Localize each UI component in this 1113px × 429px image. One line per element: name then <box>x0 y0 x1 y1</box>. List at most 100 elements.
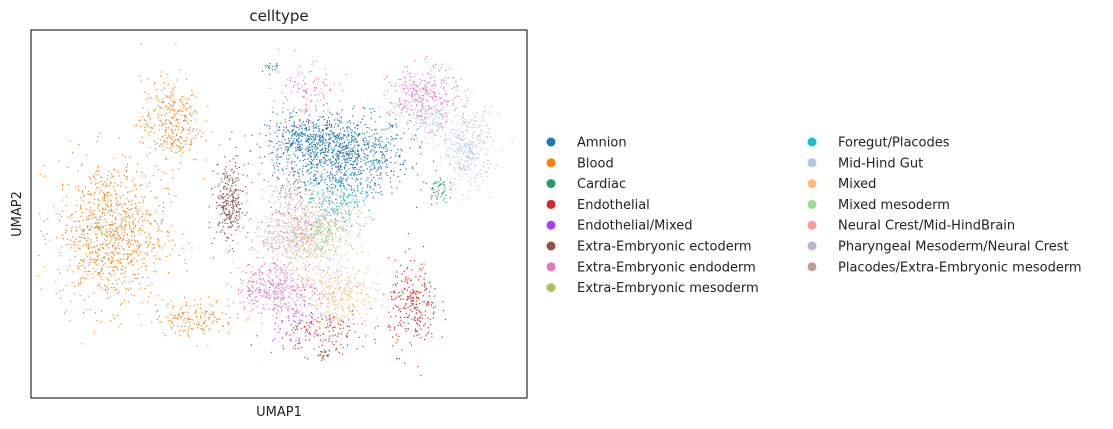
data-point <box>122 272 124 274</box>
data-point <box>399 156 401 158</box>
data-point <box>472 158 474 160</box>
data-point <box>255 289 257 291</box>
data-point <box>346 153 348 155</box>
data-point <box>313 153 315 155</box>
data-point <box>306 107 308 109</box>
data-point <box>140 175 142 177</box>
data-point <box>81 277 83 279</box>
data-point <box>427 72 429 74</box>
data-point <box>473 164 476 166</box>
data-point <box>182 330 185 332</box>
data-point <box>306 331 309 333</box>
data-point <box>333 210 335 212</box>
data-point <box>312 125 314 127</box>
data-point <box>167 107 170 109</box>
data-point <box>87 247 89 249</box>
data-point <box>323 130 325 132</box>
data-point <box>341 353 343 355</box>
data-point <box>335 138 337 141</box>
data-point <box>127 256 129 258</box>
data-point <box>418 101 420 103</box>
data-point <box>234 217 236 219</box>
data-point <box>231 185 233 187</box>
data-point <box>337 181 340 183</box>
data-point <box>184 119 186 121</box>
data-point <box>467 151 469 153</box>
data-point <box>84 267 86 269</box>
data-point <box>275 317 278 319</box>
data-point <box>138 233 140 235</box>
data-point <box>329 315 331 317</box>
data-point <box>293 80 295 83</box>
data-point <box>110 235 112 237</box>
data-point <box>281 291 283 293</box>
data-point <box>97 222 99 224</box>
data-point <box>86 226 88 229</box>
data-point <box>126 259 128 261</box>
data-point <box>324 84 326 86</box>
data-point <box>463 90 466 92</box>
data-point <box>284 121 286 123</box>
data-point <box>141 196 143 198</box>
data-point <box>100 310 102 312</box>
data-point <box>379 136 381 139</box>
data-point <box>326 103 328 105</box>
data-point <box>424 285 426 288</box>
data-point <box>70 214 73 216</box>
data-point <box>344 220 346 222</box>
data-point <box>285 131 287 133</box>
data-point <box>172 239 174 241</box>
data-point <box>197 322 199 324</box>
data-point <box>199 129 201 131</box>
data-point <box>101 233 103 236</box>
data-point <box>297 187 300 189</box>
data-point <box>335 159 337 161</box>
data-point <box>144 91 146 93</box>
data-point <box>187 129 189 131</box>
data-point <box>80 206 82 208</box>
data-point <box>339 143 341 145</box>
data-point <box>483 166 485 168</box>
data-point <box>277 282 280 284</box>
data-point <box>321 173 323 175</box>
data-point <box>158 145 161 147</box>
data-point <box>107 257 109 259</box>
data-point <box>298 275 300 277</box>
data-point <box>339 185 341 187</box>
data-point <box>471 158 473 160</box>
data-point <box>340 179 342 181</box>
data-point <box>313 174 315 176</box>
data-point <box>296 328 299 330</box>
data-point <box>426 111 428 113</box>
data-point <box>422 107 424 109</box>
data-point <box>313 179 316 182</box>
data-point <box>437 125 439 127</box>
data-point <box>344 159 346 161</box>
data-point <box>383 293 385 295</box>
data-point <box>81 212 83 214</box>
data-point <box>438 184 440 186</box>
data-point <box>343 202 345 204</box>
data-point <box>409 79 411 81</box>
data-point <box>329 317 331 320</box>
data-point <box>319 137 321 139</box>
data-point <box>99 273 101 275</box>
data-point <box>306 127 308 129</box>
data-point <box>317 355 319 357</box>
data-point <box>233 181 235 183</box>
data-point <box>337 162 339 165</box>
data-point <box>350 186 353 188</box>
data-point <box>297 325 299 327</box>
data-point <box>461 139 463 141</box>
data-point <box>297 133 299 135</box>
data-point <box>195 110 197 112</box>
data-point <box>226 214 228 217</box>
data-point <box>322 138 324 140</box>
data-point <box>350 151 352 153</box>
data-point <box>284 287 287 289</box>
data-point <box>288 158 290 160</box>
data-point <box>113 234 115 236</box>
data-point <box>448 147 450 149</box>
data-point <box>446 101 448 103</box>
data-point <box>188 329 190 331</box>
